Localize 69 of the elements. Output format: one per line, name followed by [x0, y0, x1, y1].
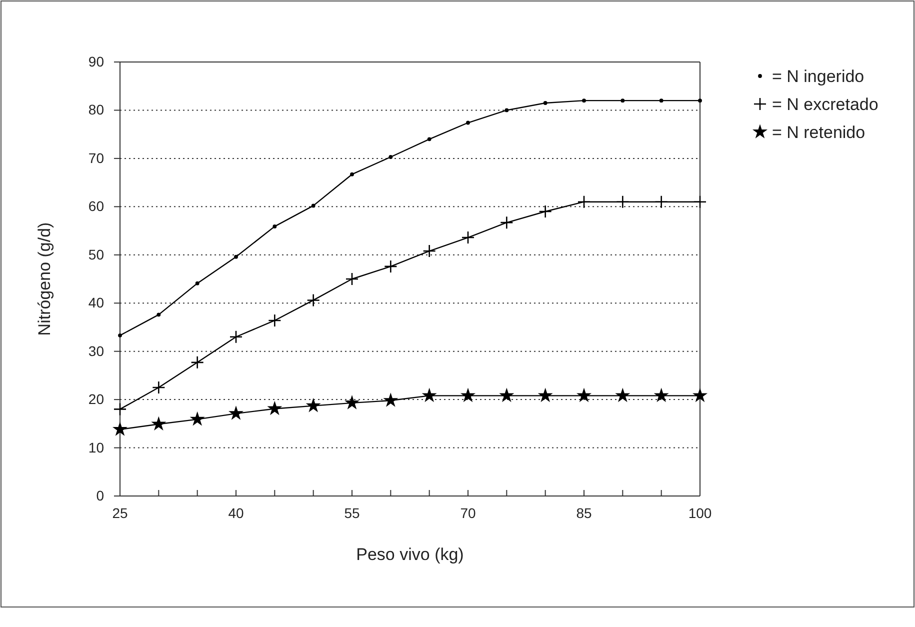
point: [466, 120, 470, 125]
point: [383, 392, 398, 407]
point: [422, 388, 437, 402]
point: [228, 406, 244, 420]
point: [422, 244, 436, 258]
point: [151, 416, 166, 431]
x-tick-label: 25: [112, 504, 128, 521]
legend-label: = N retenido: [772, 123, 866, 142]
x-tick-label: 85: [576, 504, 592, 521]
point: [499, 388, 514, 402]
point: [190, 411, 205, 426]
legend-label: = N ingerido: [772, 67, 864, 86]
x-tick-label: 40: [228, 504, 244, 521]
point: [654, 195, 668, 208]
point: [620, 98, 625, 103]
point: [538, 388, 553, 402]
point: [577, 195, 591, 208]
point: [229, 330, 243, 344]
point: [267, 400, 282, 416]
point: [500, 216, 514, 230]
point: [427, 137, 432, 142]
y-tick-label: 10: [88, 439, 104, 456]
point: [616, 195, 630, 208]
point: [538, 204, 552, 218]
point: [306, 398, 321, 412]
y-tick-label: 50: [88, 246, 104, 262]
point: [272, 224, 277, 228]
point: [268, 314, 282, 328]
point: [112, 422, 128, 436]
point: [654, 388, 669, 402]
y-tick-label: 30: [88, 342, 104, 359]
point: [576, 388, 592, 402]
point: [345, 272, 359, 286]
point: [113, 402, 127, 416]
x-tick-label: 55: [344, 504, 360, 521]
x-tick-label: 70: [460, 504, 476, 521]
point: [698, 98, 702, 103]
point: [460, 388, 476, 402]
y-tick-label: 0: [96, 487, 104, 504]
point: [156, 312, 161, 317]
x-axis-title: Peso vivo (kg): [356, 545, 464, 564]
y-tick-label: 20: [88, 391, 104, 408]
point: [152, 380, 166, 394]
point: [388, 155, 393, 159]
point: [693, 195, 707, 208]
point: [344, 395, 360, 410]
point: [234, 254, 238, 259]
y-tick-label: 90: [88, 53, 104, 70]
y-tick-label: 40: [88, 294, 104, 311]
legend-label: = N excretado: [772, 95, 878, 114]
point: [615, 388, 630, 402]
point: [384, 260, 398, 274]
y-tick-label: 70: [88, 150, 104, 166]
y-axis-title: Nitrógeno (g/d): [35, 222, 54, 336]
point: [543, 101, 548, 105]
point: [118, 333, 122, 338]
point: [659, 98, 664, 103]
point: [195, 281, 200, 286]
point: [306, 294, 320, 307]
point: [692, 388, 708, 402]
point: [582, 98, 586, 103]
point: [461, 230, 475, 244]
point: [311, 204, 316, 208]
x-tick-label: 100: [688, 504, 712, 521]
point: [350, 172, 354, 176]
point: [190, 356, 204, 370]
y-tick-label: 60: [88, 198, 104, 214]
point: [504, 108, 509, 112]
y-tick-label: 80: [88, 102, 104, 118]
